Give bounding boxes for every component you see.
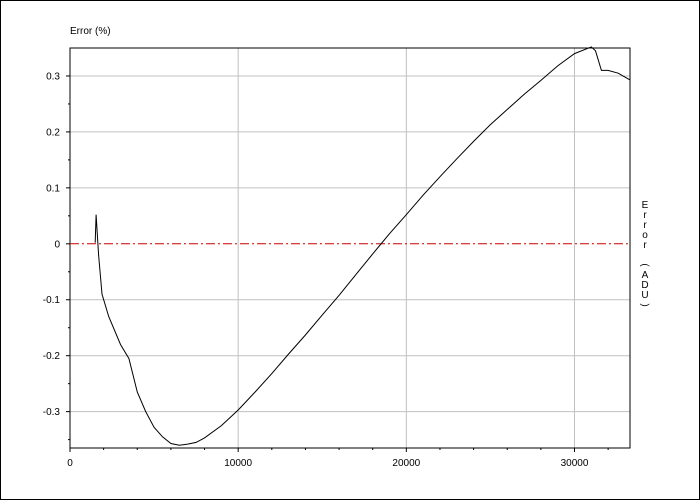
secondary-y-axis-char: D <box>641 280 648 291</box>
x-tick-label: 20000 <box>392 458 420 469</box>
series-line <box>94 46 631 446</box>
y-axis: -0.3 -0.2 -0.1 0 0.1 0.2 0.3 <box>43 71 70 441</box>
secondary-y-axis-char: r <box>643 220 647 231</box>
x-tick-label: 0 <box>67 458 73 469</box>
x-axis: 0 10000 20000 30000 <box>67 448 609 469</box>
y-tick-label: -0.2 <box>43 351 61 362</box>
y-axis-title: Error (%) <box>70 26 111 37</box>
y-tick-label: 0.3 <box>46 71 60 82</box>
y-tick-label: -0.1 <box>43 295 61 306</box>
grid <box>70 48 630 448</box>
secondary-y-axis-title: Error(ADU) <box>639 200 650 307</box>
x-tick-label: 10000 <box>224 458 252 469</box>
y-tick-label: 0.2 <box>46 127 60 138</box>
secondary-y-axis-char: A <box>642 270 649 281</box>
secondary-y-axis-char: o <box>642 230 648 241</box>
secondary-y-axis-char: U <box>641 290 648 301</box>
y-tick-label: -0.3 <box>43 407 61 418</box>
secondary-y-axis-char: r <box>643 240 647 251</box>
secondary-y-axis-char: ) <box>639 303 650 306</box>
x-tick-label: 30000 <box>561 458 589 469</box>
secondary-y-axis-char: ( <box>639 263 650 267</box>
y-tick-label: 0.1 <box>46 183 60 194</box>
secondary-y-axis-char: r <box>643 210 647 221</box>
secondary-y-axis-char: E <box>642 200 649 211</box>
plot-area <box>69 47 631 449</box>
y-tick-label: 0 <box>54 239 60 250</box>
